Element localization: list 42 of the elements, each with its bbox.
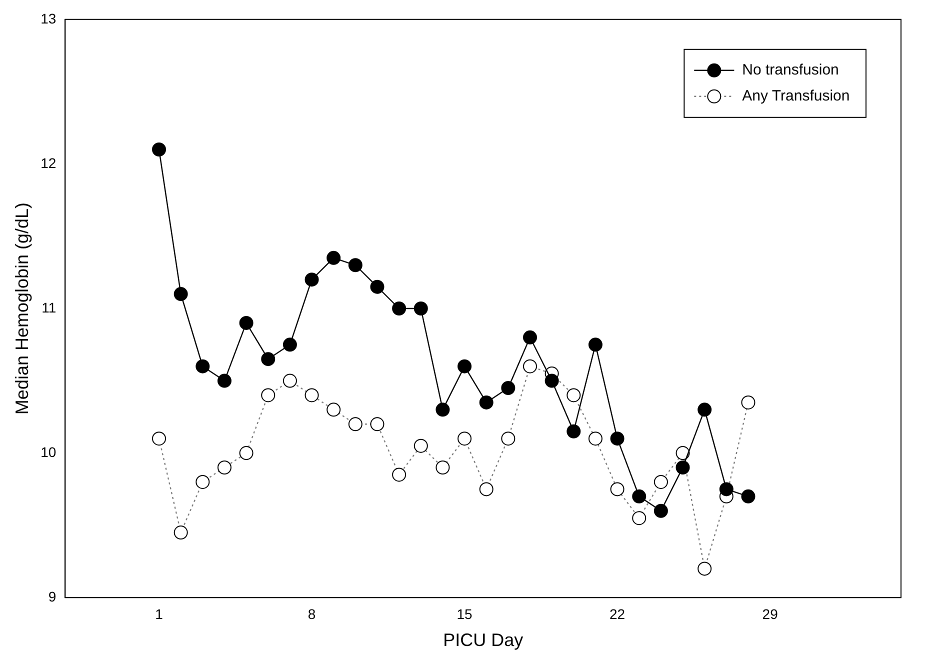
- y-tick-label: 13: [40, 10, 56, 26]
- y-tick-label: 12: [40, 154, 56, 171]
- point: [698, 402, 712, 417]
- point: [282, 338, 297, 352]
- point: [436, 402, 450, 417]
- point: [174, 287, 188, 302]
- point: [326, 250, 341, 265]
- x-tick-label: 1: [155, 606, 164, 622]
- point: [654, 504, 668, 518]
- point: [610, 432, 624, 446]
- legend-label: No transfusion: [742, 62, 839, 79]
- x-tick-label: 29: [762, 606, 778, 622]
- point: [414, 302, 428, 316]
- point: [261, 352, 276, 366]
- point: [523, 330, 538, 344]
- point: [152, 142, 166, 156]
- point: [719, 482, 734, 496]
- y-tick-label: 10: [40, 444, 56, 460]
- point: [676, 460, 690, 475]
- point: [239, 316, 254, 330]
- point: [632, 489, 646, 504]
- y-axis-title: Median Hemoglobin (g/dL): [12, 202, 32, 415]
- point: [196, 359, 210, 374]
- point: [588, 338, 602, 352]
- x-tick-label: 8: [308, 606, 316, 622]
- point: [544, 374, 559, 388]
- point: [304, 272, 319, 287]
- point: [370, 280, 384, 294]
- x-tick-label: 15: [456, 606, 473, 622]
- point: [479, 395, 494, 410]
- point: [392, 302, 406, 316]
- y-tick-label: 9: [48, 588, 56, 604]
- legend-label: Any Transfusion: [742, 88, 850, 105]
- point: [566, 424, 581, 438]
- point: [501, 381, 516, 396]
- x-axis-title: PICU Day: [443, 630, 524, 650]
- x-tick-label: 22: [610, 606, 626, 622]
- point: [458, 359, 472, 374]
- y-tick-label: 11: [42, 299, 56, 316]
- point: [217, 374, 232, 388]
- point: [741, 489, 756, 504]
- point: [348, 258, 362, 272]
